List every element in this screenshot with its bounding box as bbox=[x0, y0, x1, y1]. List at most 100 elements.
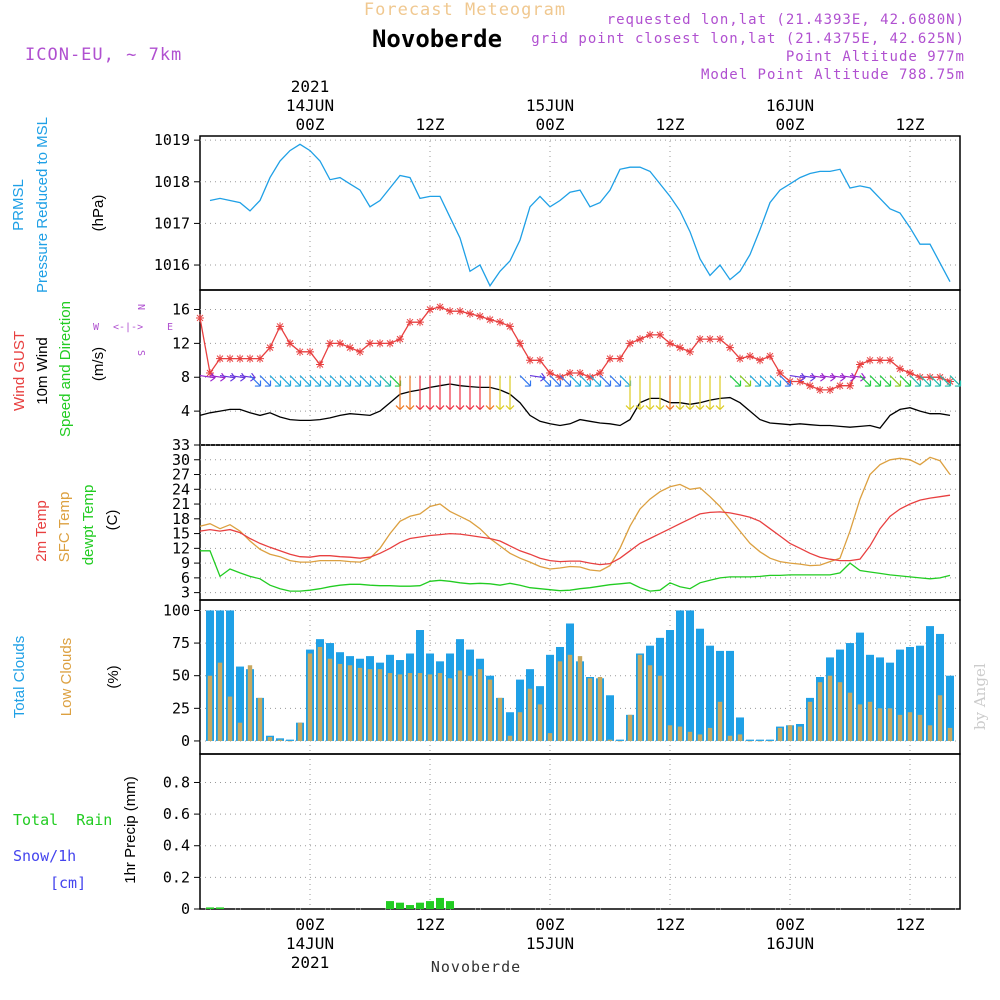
top-title: Forecast Meteogram bbox=[364, 0, 566, 20]
low-cloud-bar bbox=[207, 675, 213, 741]
gust-marker bbox=[456, 307, 464, 316]
wind-arrow-head bbox=[405, 405, 415, 410]
low-cloud-bar bbox=[367, 669, 373, 741]
wind-arrow bbox=[299, 375, 311, 387]
compass-arrows: <-|-> bbox=[113, 322, 143, 333]
low-cloud-bar bbox=[797, 726, 803, 741]
wind-arrow bbox=[579, 375, 591, 387]
wind-10m-label: 10m Wind bbox=[34, 337, 51, 405]
total-cloud-bar bbox=[546, 654, 554, 741]
low-cloud-bar bbox=[607, 739, 613, 741]
low-cloud-bar bbox=[227, 696, 233, 741]
wind-arrow-head bbox=[655, 405, 665, 410]
wind-arrow bbox=[899, 375, 911, 387]
gust-marker bbox=[386, 339, 394, 348]
low-cloud-bar bbox=[697, 734, 703, 741]
time-label-bottom: 14JUN bbox=[286, 934, 334, 953]
wind-arrow-head bbox=[754, 380, 762, 387]
time-label-top: 12Z bbox=[416, 115, 445, 134]
wind-arrow bbox=[779, 375, 791, 387]
gust-marker bbox=[496, 318, 504, 327]
gust-marker bbox=[756, 356, 764, 365]
gust-marker bbox=[876, 356, 884, 365]
gust-marker bbox=[766, 352, 774, 361]
wind-arrow-head bbox=[695, 405, 705, 410]
total-cloud-bar bbox=[606, 695, 614, 741]
low-cloud-bar bbox=[647, 665, 653, 741]
wind-dir-label: Speed and Direction bbox=[57, 301, 74, 437]
gust-marker bbox=[516, 339, 524, 348]
low-cloud-bar bbox=[297, 722, 303, 741]
y-tick-label: 1019 bbox=[154, 131, 190, 149]
wind-arrow-head bbox=[625, 405, 635, 410]
time-label-top: 12Z bbox=[656, 115, 685, 134]
rain-bar bbox=[426, 901, 434, 909]
wind-arrow-head bbox=[665, 405, 675, 410]
temp-dew-label: dewpt Temp bbox=[80, 485, 97, 566]
gust-marker bbox=[266, 343, 274, 352]
temperature-panel: 2m Temp SFC Temp dewpt Temp (C) bbox=[33, 485, 121, 566]
total-cloud-bar bbox=[846, 643, 854, 741]
wind-arrow-head bbox=[734, 380, 742, 387]
time-label-top: 00Z bbox=[536, 115, 565, 134]
y-tick-label: 1018 bbox=[154, 173, 190, 191]
gust-marker bbox=[916, 373, 924, 382]
low-cloud-bar bbox=[747, 740, 753, 742]
gust-marker bbox=[926, 373, 934, 382]
wind-arrow bbox=[319, 375, 331, 387]
total-cloud-bar bbox=[936, 633, 944, 741]
time-label-bottom: 16JUN bbox=[766, 934, 814, 953]
wind-arrow-head bbox=[274, 380, 282, 387]
y-tick-label: 16 bbox=[172, 300, 190, 318]
total-cloud-bar bbox=[506, 712, 514, 741]
time-label-top: 12Z bbox=[896, 115, 925, 134]
wind-arrow bbox=[339, 375, 351, 387]
low-cloud-bar bbox=[497, 697, 503, 741]
gust-marker bbox=[686, 347, 694, 356]
time-label-top: 2021 bbox=[291, 77, 330, 96]
low-cloud-bar bbox=[637, 654, 643, 741]
gust-marker bbox=[256, 354, 264, 363]
gust-marker bbox=[596, 369, 604, 378]
temp-sfc-label: SFC Temp bbox=[56, 492, 73, 563]
compass-south: S bbox=[135, 350, 146, 356]
y-tick-label: 25 bbox=[172, 699, 190, 717]
low-cloud-bar bbox=[317, 646, 323, 741]
y-tick-label: 0.4 bbox=[163, 837, 190, 855]
y-tick-label: 6 bbox=[181, 569, 190, 587]
gust-marker bbox=[286, 339, 294, 348]
compass-east: E bbox=[167, 322, 173, 333]
rain-bar bbox=[386, 901, 394, 909]
wind-arrow-head bbox=[445, 405, 455, 410]
gust-marker bbox=[896, 364, 904, 373]
pressure-line bbox=[209, 143, 951, 288]
wind-arrow bbox=[209, 374, 226, 379]
time-label-bottom: 00Z bbox=[536, 915, 565, 934]
y-tick-label: 0.2 bbox=[163, 868, 190, 886]
wind-arrow-head bbox=[685, 405, 695, 410]
gust-marker bbox=[726, 343, 734, 352]
rain-bar bbox=[206, 907, 214, 909]
gust-marker bbox=[216, 354, 224, 363]
low-cloud-bar bbox=[907, 712, 913, 741]
low-cloud-bar bbox=[947, 727, 953, 741]
rain-bar bbox=[216, 907, 224, 909]
wind-arrow bbox=[739, 375, 751, 387]
gust-marker bbox=[466, 309, 474, 318]
time-label-top: 16JUN bbox=[766, 96, 814, 115]
gust-marker bbox=[306, 347, 314, 356]
total-cloud-bar bbox=[766, 739, 774, 741]
wind-arrow-head bbox=[354, 380, 362, 387]
precip-snow-label: Snow/1h bbox=[13, 847, 76, 865]
clouds-unit: (%) bbox=[105, 665, 122, 688]
wind-arrow-head bbox=[635, 405, 645, 410]
gust-marker bbox=[696, 335, 704, 344]
wind-arrow-head bbox=[540, 372, 546, 382]
low-cloud-bar bbox=[427, 674, 433, 741]
grid-coords: grid point closest lon,lat (21.4375E, 42… bbox=[531, 31, 965, 47]
gust-marker bbox=[806, 381, 814, 390]
low-cloud-bar bbox=[257, 697, 263, 741]
low-cloud-bar bbox=[897, 714, 903, 741]
low-cloud-bar bbox=[767, 740, 773, 742]
y-tick-label: 12 bbox=[172, 539, 190, 557]
